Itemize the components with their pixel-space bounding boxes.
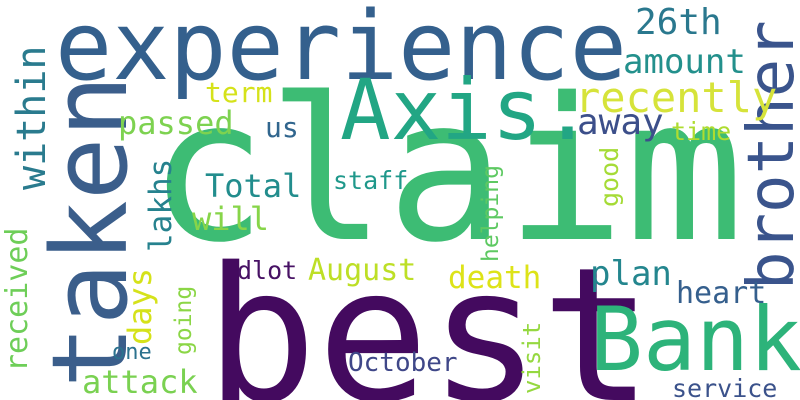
word-plan: plan [590, 254, 672, 294]
word-recently: recently [575, 73, 778, 122]
word-us: us [265, 111, 299, 144]
word-attack: attack [82, 363, 198, 400]
word-claim: claim [148, 55, 745, 286]
word-helping: helping [478, 165, 504, 262]
word-bank: Bank [590, 288, 800, 391]
word-26th: 26th [635, 2, 722, 43]
word-total: Total [205, 167, 302, 205]
word-visit: visit [518, 321, 546, 394]
word-brother: brother [735, 20, 800, 290]
word-august: August [308, 253, 417, 288]
word-heart: heart [676, 276, 767, 311]
word-going: going [171, 285, 197, 355]
word-one: one [112, 340, 152, 365]
word-service: service [672, 374, 778, 400]
word-dlot: dlot [237, 256, 298, 285]
word-october: October [348, 348, 458, 378]
word-staff: staff [333, 166, 409, 195]
word-best: best [205, 227, 653, 400]
word-within: within [9, 45, 55, 191]
word-days: days [121, 267, 159, 345]
word-away: away [577, 102, 664, 143]
word-received: received [0, 227, 35, 373]
word-good: good [595, 146, 624, 207]
word-amount: amount [623, 42, 746, 82]
word-time: time [671, 117, 732, 146]
word-axis: Axis. [340, 61, 593, 159]
word-lakhs: lakhs [143, 158, 179, 252]
word-experience: experience [55, 0, 627, 102]
word-term: term [205, 76, 273, 109]
word-will: will [192, 200, 270, 238]
word-death: death [448, 260, 542, 296]
word-passed: passed [118, 104, 234, 142]
